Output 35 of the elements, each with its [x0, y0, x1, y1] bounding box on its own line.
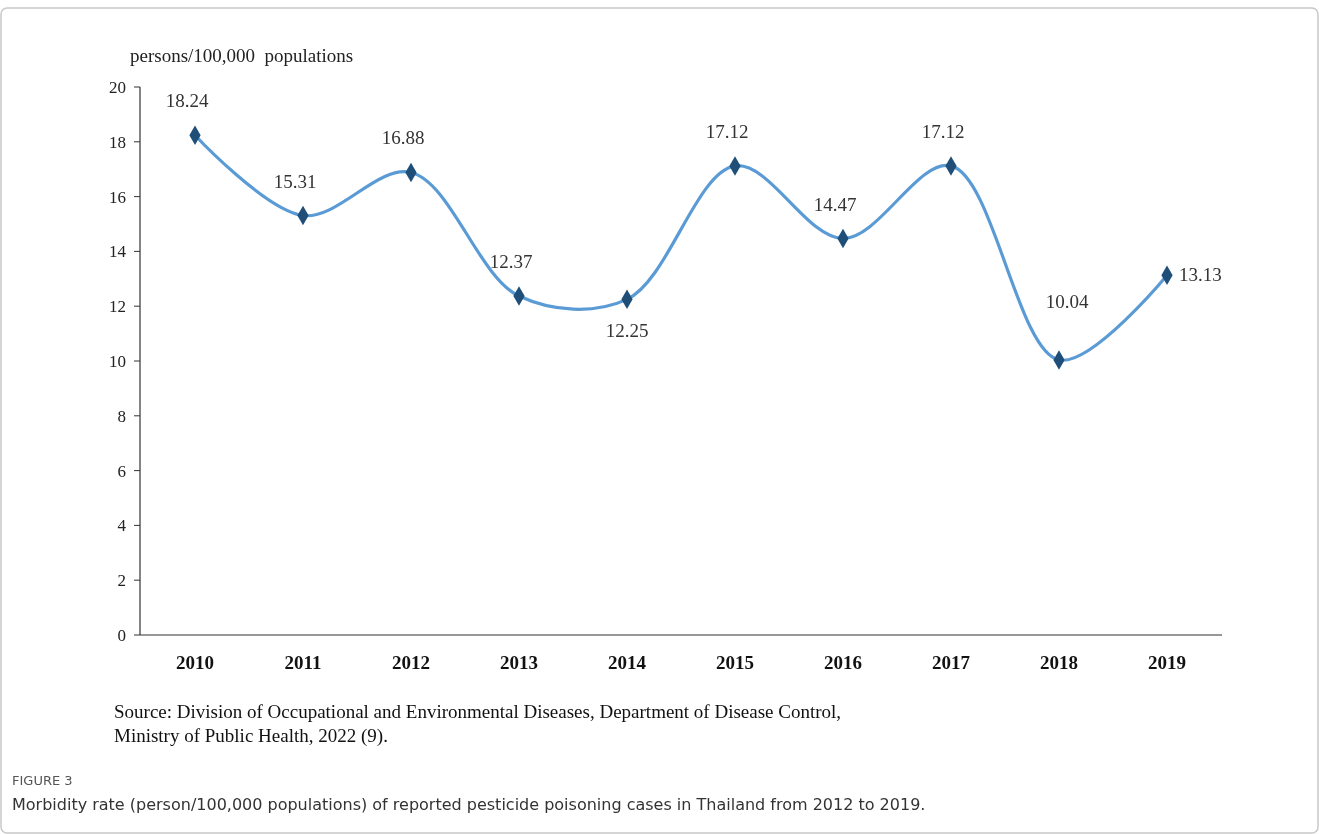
data-label: 18.24 — [165, 90, 209, 112]
data-label: 14.47 — [813, 193, 857, 215]
y-tick-label: 4 — [117, 516, 127, 536]
x-tick-label: 2013 — [500, 652, 538, 673]
y-tick-label: 14 — [109, 242, 127, 262]
data-label: 17.12 — [921, 120, 965, 142]
y-tick-label: 0 — [117, 626, 126, 645]
x-tick-label: 2012 — [392, 652, 430, 673]
y-axis-title: persons/100,000 populations — [130, 45, 354, 66]
x-tick-label: 2019 — [1148, 652, 1186, 673]
source-note: Source: Division of Occupational and Environmental Diseases, Department of Disease Control, Ministry of Public Health, 2022 (9). — [114, 701, 842, 747]
text: Morbidity rate (person/100,000 populations) of reported pesticide poisoning cases in Thailand from 2012 to 2019. — [12, 795, 926, 814]
data-label: 12.25 — [605, 320, 649, 342]
y-tick-label: 20 — [109, 78, 126, 97]
y-tick-label: 10 — [109, 352, 126, 371]
data-label: 17.12 — [705, 120, 749, 142]
data-label: 12.37 — [489, 251, 533, 273]
y-tick-label: 12 — [109, 297, 126, 317]
x-tick-label: 2018 — [1040, 652, 1078, 673]
x-tick-label: 2014 — [608, 652, 647, 673]
data-label: 16.88 — [381, 127, 425, 149]
caption: FIGURE 3 — [12, 773, 73, 788]
x-tick-label: 2010 — [176, 652, 214, 673]
data-label: 15.31 — [273, 170, 317, 192]
data-label: 13.13 — [1179, 264, 1222, 286]
y-tick-label: 6 — [117, 461, 126, 481]
x-tick-label: 2017 — [932, 652, 971, 673]
x-tick-label: 2015 — [716, 652, 754, 673]
y-tick-label: 2 — [117, 571, 126, 591]
y-tick-label: 8 — [117, 406, 126, 426]
data-label: 10.04 — [1045, 290, 1089, 312]
y-tick-label: 16 — [109, 187, 126, 207]
x-tick-label: 2016 — [824, 652, 862, 673]
y-tick-label: 18 — [109, 132, 126, 152]
x-tick-label: 2011 — [284, 652, 322, 673]
